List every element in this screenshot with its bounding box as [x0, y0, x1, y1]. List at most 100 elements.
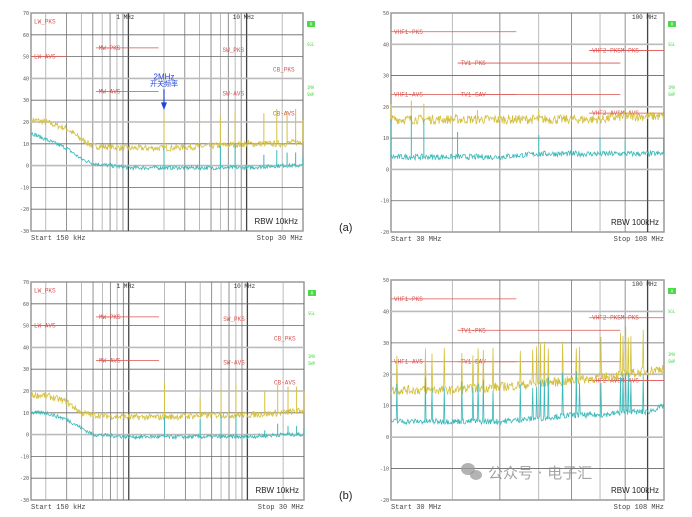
y-tick-label: 40 — [23, 345, 29, 351]
y-tick-label: 20 — [383, 372, 389, 378]
y-tick-label: 10 — [23, 142, 29, 148]
limit-label: SW_PKS — [223, 47, 245, 54]
trace-average — [30, 409, 305, 441]
y-tick-label: 0 — [26, 433, 29, 439]
trace-peak — [390, 110, 665, 126]
y-tick-label: 30 — [383, 74, 389, 80]
wechat-icon — [461, 463, 482, 480]
trace-average — [390, 371, 665, 426]
side-label: SGL — [308, 311, 316, 316]
limit-label: VHF2-AVSM-AVS — [592, 378, 639, 385]
limit-label: CB-AVS — [273, 110, 295, 117]
y-tick-label: 50 — [23, 324, 29, 330]
y-tick-label: 10 — [383, 404, 389, 410]
side-label: 1MA — [668, 352, 676, 357]
panel-label-b: (b) — [339, 490, 352, 502]
side-badge — [308, 290, 316, 296]
annotation-title: 2MHz — [154, 72, 175, 81]
y-tick-label: 60 — [23, 33, 29, 39]
y-tick-label: -10 — [380, 467, 389, 473]
side-label: SWP — [308, 361, 316, 366]
side-label: 1MA — [668, 85, 676, 90]
y-tick-label: -30 — [20, 498, 29, 504]
freq-marker-label: 100 MHz — [632, 281, 658, 288]
y-tick-label: 70 — [23, 11, 29, 17]
y-tick-label: -20 — [20, 207, 29, 213]
side-label: A — [310, 22, 313, 27]
chart-a-conducted: 70 60 50 40 30 20 10 0 -10 -20 -30 1 MHz 10 MHz LW_PK… — [20, 11, 315, 243]
rbw-label: RBW 100kHz — [611, 486, 659, 495]
y-tick-label: 50 — [23, 55, 29, 61]
y-tick-label: 60 — [23, 302, 29, 308]
side-label: SGL — [307, 42, 315, 47]
y-tick-label: -30 — [20, 229, 29, 235]
start-label: Start 30 MHz — [391, 236, 441, 244]
side-label: 1MA — [308, 354, 316, 359]
start-label: Start 150 kHz — [31, 235, 86, 243]
rbw-label: RBW 10kHz — [255, 486, 299, 495]
y-tick-label: 30 — [23, 367, 29, 373]
freq-marker-label: 100 MHz — [632, 14, 658, 21]
chart-b-radiated: 50 40 30 20 10 0 -10 -20 100 MHz VHF1-PKS TV1-PKS V… — [380, 278, 676, 512]
y-tick-label: -20 — [380, 498, 389, 504]
y-tick-label: -20 — [20, 476, 29, 482]
side-label: SGL — [668, 42, 676, 47]
side-label: A — [671, 22, 674, 27]
y-tick-label: -10 — [20, 454, 29, 460]
start-label: Start 150 kHz — [31, 504, 86, 512]
freq-marker-label: 1 MHz — [116, 14, 134, 21]
freq-marker-label: 10 MHz — [233, 14, 255, 21]
y-tick-label: 40 — [383, 42, 389, 48]
y-tick-label: 10 — [383, 136, 389, 142]
stop-label: Stop 108 MHz — [614, 236, 664, 244]
y-tick-label: 0 — [386, 167, 389, 173]
y-tick-label: 0 — [386, 435, 389, 441]
y-tick-label: 20 — [23, 120, 29, 126]
trace-average — [30, 131, 304, 172]
limit-label: SW-AVS — [223, 91, 245, 98]
limit-label: TV1-SAV — [461, 91, 487, 98]
y-tick-label: -20 — [380, 230, 389, 236]
y-tick-label: 20 — [23, 389, 29, 395]
y-tick-label: 40 — [383, 309, 389, 315]
limit-label: VHF1-PKS — [394, 29, 423, 36]
horizontal-gridlines — [391, 43, 664, 202]
annotation-arrow-head — [160, 102, 167, 111]
side-badge — [307, 21, 315, 27]
start-label: Start 30 MHz — [391, 504, 441, 512]
limit-label: VHF2-AVSM-AVS — [592, 110, 639, 117]
horizontal-gridlines — [31, 34, 303, 210]
y-tick-label: 20 — [383, 105, 389, 111]
freq-marker-label: 1 MHz — [117, 283, 135, 290]
y-tick-label: 40 — [23, 76, 29, 82]
side-badge — [668, 288, 676, 294]
y-tick-label: 30 — [383, 341, 389, 347]
limit-label: VHF2-PKSM-PKS — [592, 315, 639, 322]
limit-label: SW-AVS — [223, 360, 245, 367]
side-label: SWP — [668, 359, 676, 364]
side-label: A — [671, 289, 674, 294]
rbw-label: RBW 100kHz — [611, 218, 659, 227]
side-label: SWP — [307, 92, 315, 97]
limit-label: TV1-PKS — [461, 327, 487, 334]
limit-label: CB_PKS — [274, 336, 296, 343]
limit-label: MW-AVS — [99, 88, 121, 95]
limit-label: MW-AVS — [99, 357, 121, 364]
watermark: 公众号 · 电子汇 — [461, 463, 592, 482]
side-label: 1MA — [307, 85, 315, 90]
stop-label: Stop 108 MHz — [614, 504, 664, 512]
annotation-subtitle: 开关频率 — [150, 79, 178, 88]
limit-label: VHF2-PKSM-PKS — [592, 48, 639, 55]
side-label: SGL — [668, 309, 676, 314]
chart-a-radiated: 50 40 30 20 10 0 -10 -20 100 MHz VHF1-PKS TV1-PKS V… — [380, 11, 676, 244]
limit-label: LW-AVS — [34, 54, 56, 61]
limit-label: SW_PKS — [223, 316, 245, 323]
y-tick-label: 10 — [23, 411, 29, 417]
y-tick-label: 0 — [26, 164, 29, 170]
limit-label: LW_PKS — [34, 288, 56, 295]
limit-label: VHF1-PKS — [394, 296, 423, 303]
limit-label: VHF1-AVS — [394, 91, 423, 98]
y-tick-label: 70 — [23, 280, 29, 286]
trace-average — [390, 149, 665, 162]
